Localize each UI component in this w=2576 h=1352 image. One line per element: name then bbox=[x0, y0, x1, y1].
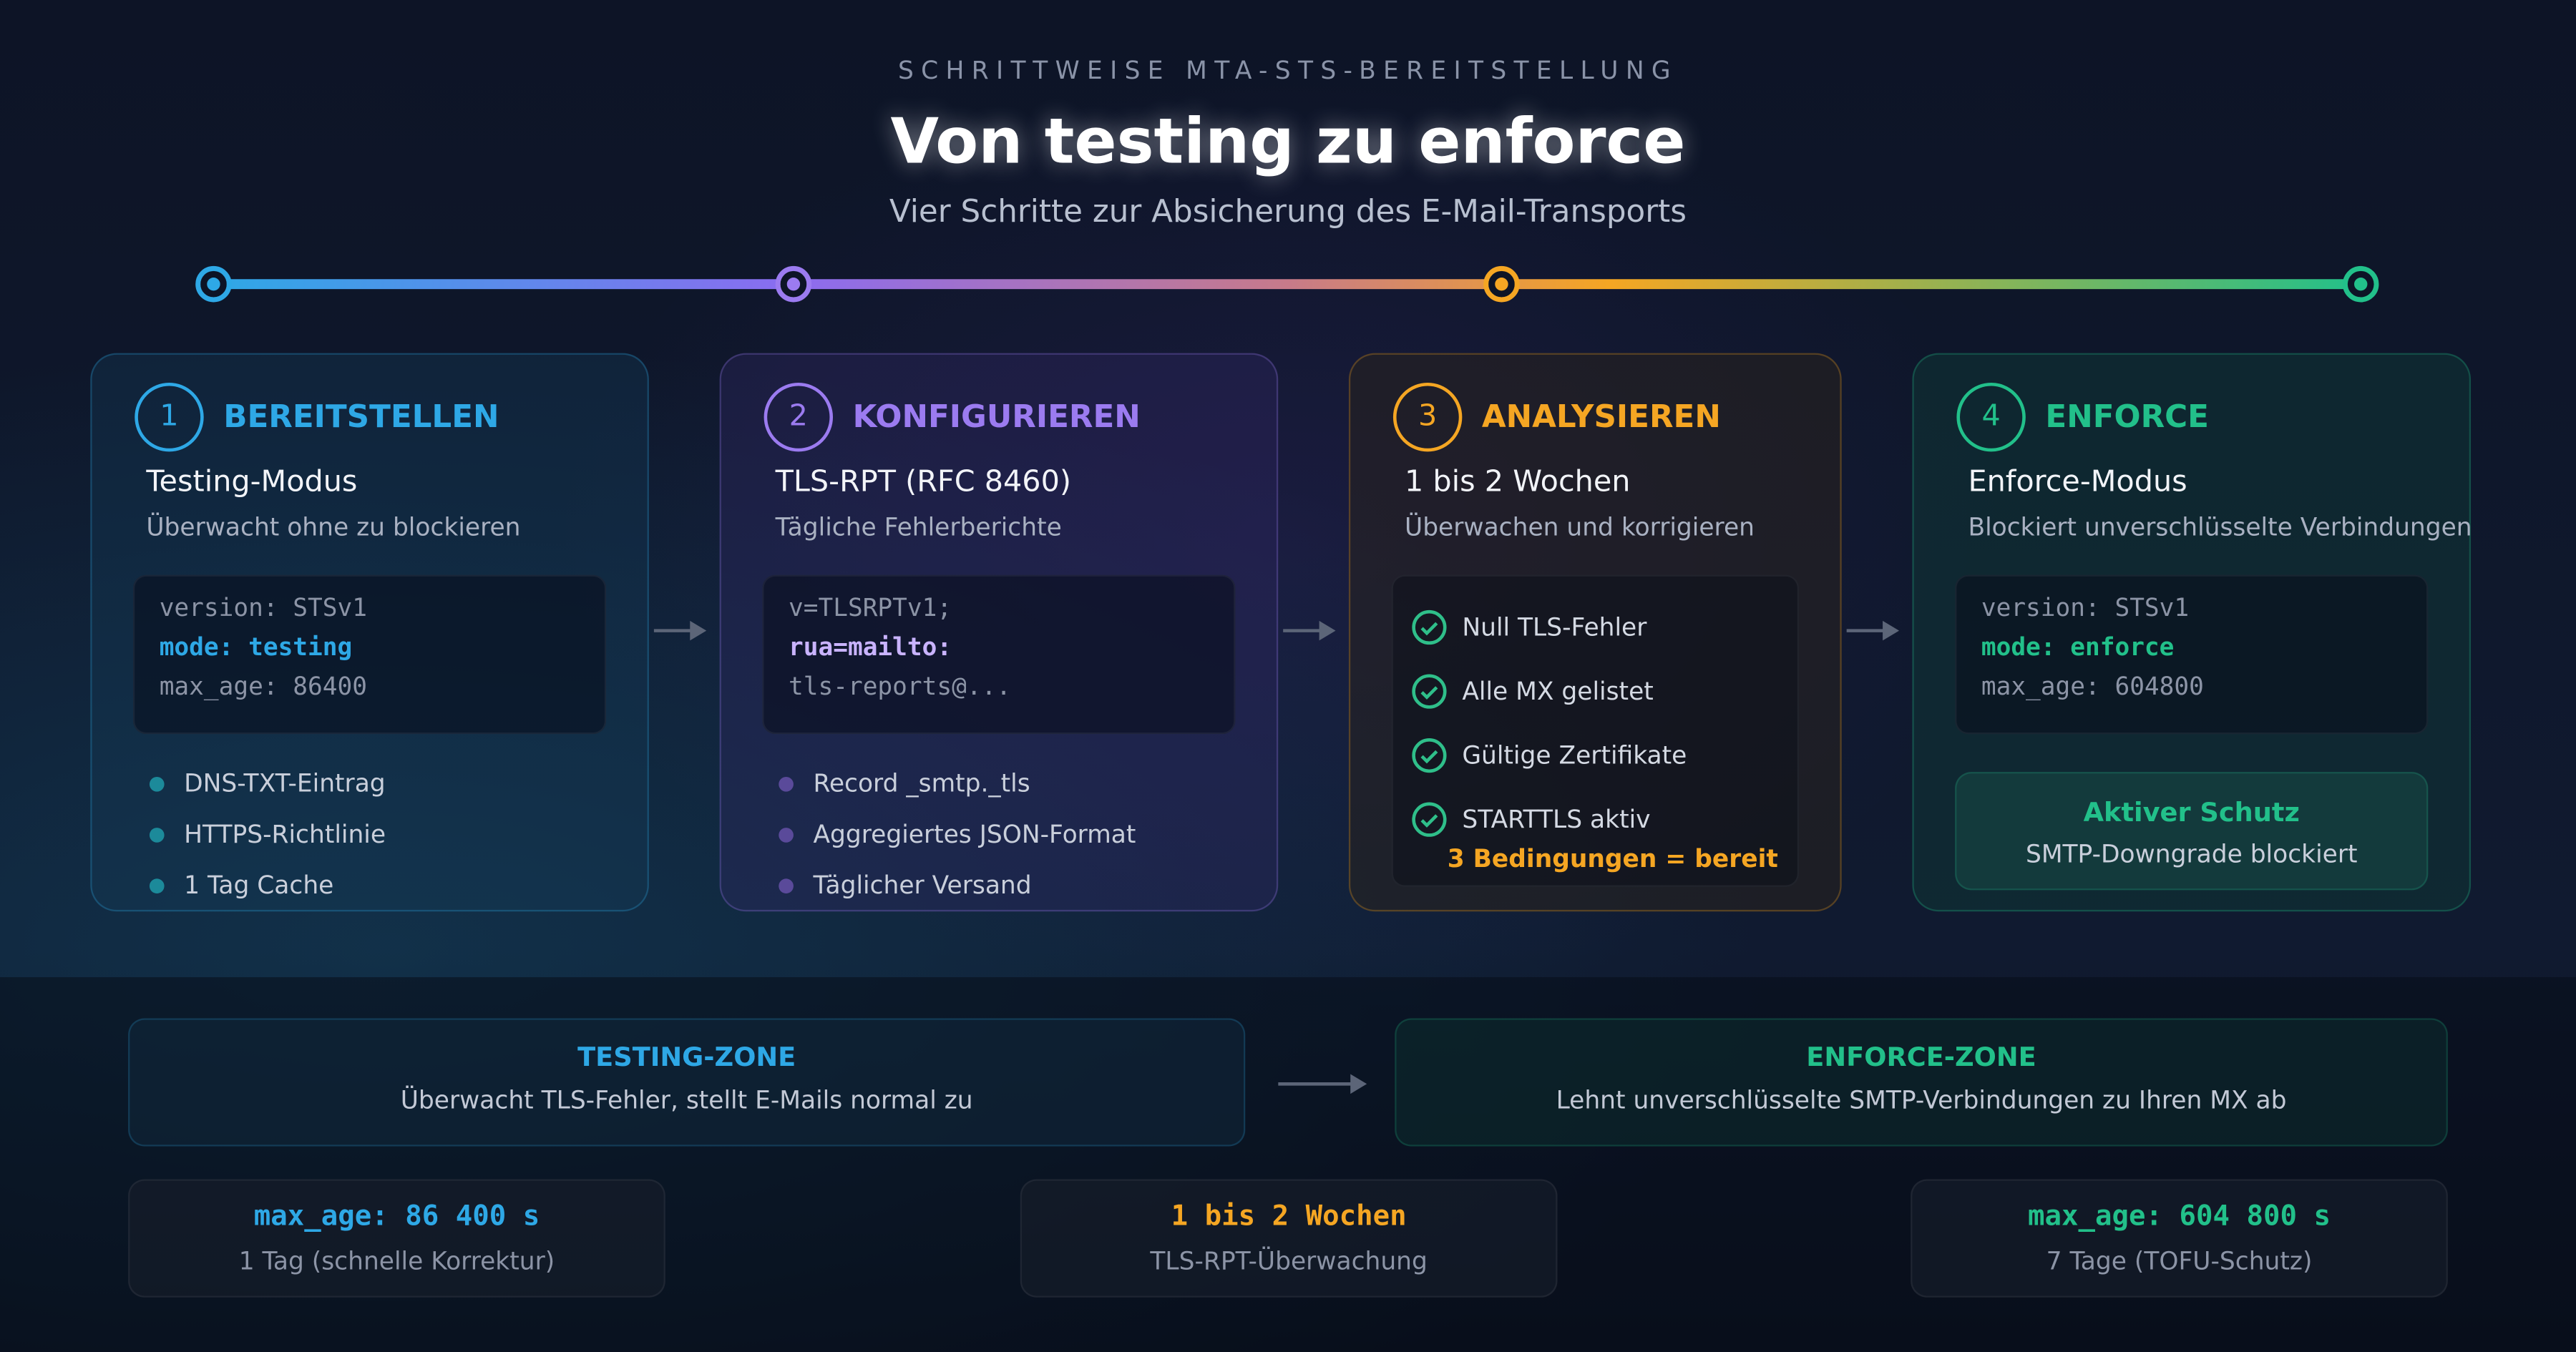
step-title: ANALYSIEREN bbox=[1481, 398, 1721, 436]
subtitle: Vier Schritte zur Absicherung des E-Mail… bbox=[889, 193, 1687, 230]
code-box bbox=[1955, 574, 2429, 735]
check-icon bbox=[1411, 738, 1448, 774]
badge-text: SMTP-Downgrade blockiert bbox=[2025, 839, 2358, 869]
step-number: 4 bbox=[1956, 382, 2026, 452]
check-icon bbox=[1411, 609, 1448, 646]
bullet-dot bbox=[779, 776, 794, 792]
arrow-svg bbox=[653, 620, 707, 641]
metric-box bbox=[1020, 1179, 1558, 1298]
code-line: rua=mailto: bbox=[789, 632, 952, 662]
code-line: max_age: 604800 bbox=[1981, 672, 2204, 702]
metric-box bbox=[1911, 1179, 2448, 1298]
code-line: mode: enforce bbox=[1981, 632, 2175, 662]
bullet-dot bbox=[149, 776, 165, 792]
step-heading: 1 bis 2 Wochen bbox=[1404, 464, 1631, 499]
step-description: Überwacht ohne zu blockieren bbox=[146, 512, 521, 542]
zone-box bbox=[1395, 1018, 2448, 1147]
title: Von testing zu enforce bbox=[890, 104, 1686, 177]
zone-text: Lehnt unverschlüsselte SMTP-Verbindungen… bbox=[1556, 1085, 2287, 1115]
bullet-dot bbox=[779, 828, 794, 843]
bullet-dot bbox=[149, 878, 165, 893]
check-icon bbox=[1411, 801, 1448, 838]
eyebrow: SCHRITTWEISE MTA-STS-BEREITSTELLUNG bbox=[897, 56, 1678, 86]
step-title: KONFIGURIEREN bbox=[852, 398, 1141, 436]
timeline-node bbox=[775, 265, 812, 303]
code-line: version: STSv1 bbox=[1981, 592, 2190, 623]
metric-box bbox=[128, 1179, 665, 1298]
zone-title: ENFORCE-ZONE bbox=[1806, 1041, 2036, 1073]
badge bbox=[1955, 772, 2429, 891]
step-number: 1 bbox=[135, 382, 204, 452]
code-line: v=TLSRPTv1; bbox=[789, 592, 952, 623]
check-text: Alle MX gelistet bbox=[1462, 676, 1654, 707]
timeline-node bbox=[195, 265, 232, 303]
step-heading: Enforce-Modus bbox=[1968, 464, 2187, 499]
step-description: Blockiert unverschlüsselte Verbindungen bbox=[1968, 512, 2472, 542]
code-box bbox=[762, 574, 1236, 735]
metric-value: max_age: 604 800 s bbox=[2028, 1200, 2331, 1234]
code-line: max_age: 86400 bbox=[159, 672, 367, 702]
check-text: STARTTLS aktiv bbox=[1462, 804, 1651, 835]
code-line: tls-reports@... bbox=[789, 672, 1012, 702]
bullet-dot bbox=[779, 878, 794, 893]
check-svg bbox=[1412, 802, 1447, 837]
timeline bbox=[213, 279, 2361, 290]
metric-value: max_age: 86 400 s bbox=[253, 1200, 540, 1234]
badge-title: Aktiver Schutz bbox=[2083, 796, 2300, 828]
step-title: ENFORCE bbox=[2045, 398, 2210, 436]
zone-title: TESTING-ZONE bbox=[577, 1041, 796, 1073]
bullet-text: Aggregiertes JSON-Format bbox=[813, 819, 1136, 849]
code-line: version: STSv1 bbox=[159, 592, 367, 623]
check-result: 3 Bedingungen = bereit bbox=[1447, 844, 1778, 874]
code-box bbox=[132, 574, 607, 735]
timeline-node bbox=[1483, 265, 1520, 303]
arrow-svg bbox=[1283, 620, 1336, 641]
arrow bbox=[1278, 1071, 1367, 1097]
timeline-node bbox=[2342, 265, 2379, 303]
step-heading: Testing-Modus bbox=[146, 464, 358, 499]
step-heading: TLS-RPT (RFC 8460) bbox=[775, 464, 1071, 499]
metric-label: 1 Tag (schnelle Korrektur) bbox=[238, 1246, 555, 1276]
arrow-svg bbox=[1846, 620, 1900, 641]
metric-label: 7 Tage (TOFU-Schutz) bbox=[2046, 1246, 2313, 1276]
step-description: Überwachen und korrigieren bbox=[1404, 512, 1755, 542]
check-icon bbox=[1411, 673, 1448, 710]
step-description: Tägliche Fehlerberichte bbox=[775, 512, 1062, 542]
arrow bbox=[1283, 617, 1336, 644]
arrow bbox=[1846, 617, 1900, 644]
code-line: mode: testing bbox=[159, 632, 353, 662]
check-svg bbox=[1412, 738, 1447, 773]
metric-value: 1 bis 2 Wochen bbox=[1171, 1200, 1407, 1234]
zone-box bbox=[128, 1018, 1246, 1147]
checklist-box bbox=[1391, 574, 1800, 887]
check-text: Gültige Zertifikate bbox=[1462, 740, 1687, 770]
step-number: 3 bbox=[1392, 382, 1463, 452]
arrow-svg bbox=[1278, 1074, 1367, 1094]
arrow bbox=[653, 617, 707, 644]
bullet-text: HTTPS-Richtlinie bbox=[184, 819, 386, 849]
bullet-text: DNS-TXT-Eintrag bbox=[184, 768, 386, 798]
check-svg bbox=[1412, 609, 1447, 645]
zone-text: Überwacht TLS-Fehler, stellt E-Mails nor… bbox=[400, 1085, 973, 1115]
check-svg bbox=[1412, 674, 1447, 709]
step-title: BEREITSTELLEN bbox=[223, 398, 499, 436]
bullet-text: Record _smtp._tls bbox=[813, 768, 1030, 798]
bullet-dot bbox=[149, 828, 165, 843]
check-text: Null TLS-Fehler bbox=[1462, 612, 1647, 642]
metric-label: TLS-RPT-Überwachung bbox=[1150, 1246, 1428, 1276]
bullet-text: Täglicher Versand bbox=[813, 870, 1032, 901]
step-number: 2 bbox=[763, 382, 834, 452]
bullet-text: 1 Tag Cache bbox=[184, 870, 334, 901]
